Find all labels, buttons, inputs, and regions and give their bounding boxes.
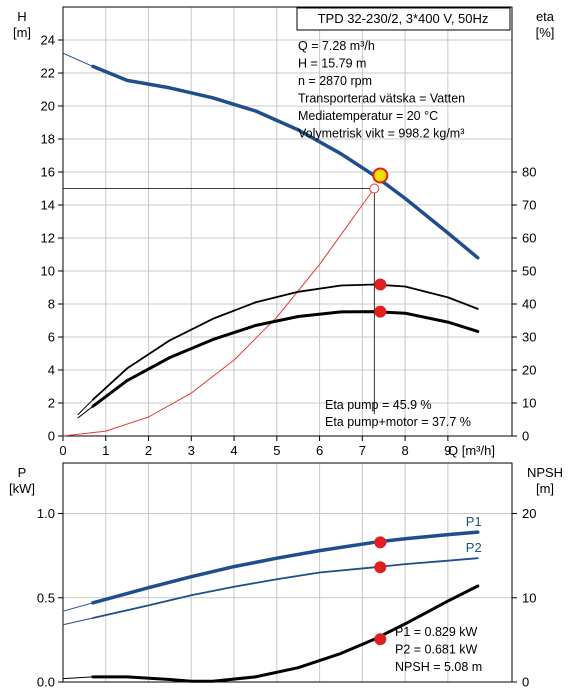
- top-x-tick-label: 8: [401, 443, 408, 458]
- series-label-p1: P1: [466, 514, 482, 529]
- top-right-tick-label: 40: [522, 297, 536, 312]
- series-eta-thin: [77, 399, 94, 416]
- top-right-tick-label: 70: [522, 198, 536, 213]
- eta-info: Eta pump = 45.9 % Eta pump+motor = 37.7 %: [325, 398, 471, 429]
- bottom-left-axis-label-line1: P: [18, 465, 27, 480]
- bottom-plot-frame: [62, 462, 513, 683]
- series-head: [91, 64, 480, 260]
- top-x-tick-label: 0: [59, 443, 66, 458]
- series-eta: [92, 283, 479, 401]
- eta-line: Eta pump = 45.9 %: [325, 398, 432, 412]
- top-left-tick-label: 14: [41, 198, 55, 213]
- series-eta-total: [91, 310, 480, 408]
- operating-info: Q = 7.28 m³/h H = 15.79 m n = 2870 rpm Tran…: [298, 39, 465, 141]
- system-point: [369, 183, 380, 194]
- info-line: Q = 7.28 m³/h: [298, 39, 375, 53]
- top-left-tick-label: 22: [41, 66, 55, 81]
- top-left-axis-label-line1: H: [17, 9, 26, 24]
- series-p1: [91, 530, 480, 605]
- power-info-line: NPSH = 5.08 m: [395, 660, 482, 674]
- top-left-tick-label: 20: [41, 99, 55, 114]
- series-p2-thin: [62, 617, 94, 626]
- top-right-tick-label: 60: [522, 231, 536, 246]
- bottom-series: P1 P2: [62, 514, 482, 683]
- top-left-tick-label: 2: [48, 396, 55, 411]
- eta-total-point: [374, 305, 387, 318]
- eta-pump-point: [374, 278, 387, 291]
- bottom-left-tick-label: 1.0: [37, 506, 55, 521]
- series-p2: [92, 557, 479, 619]
- bottom-right-axis-label-line2: [m]: [536, 481, 554, 496]
- power-npsh-chart: P1 P2 0.0 0.5 1.0 0 10 20 P [kW] NPSH [m] P1 =…: [9, 462, 563, 690]
- top-x-tick-label: 7: [359, 443, 366, 458]
- info-line: n = 2870 rpm: [298, 74, 372, 88]
- top-x-tick-label: 1: [102, 443, 109, 458]
- series-p1-thin: [62, 602, 94, 612]
- top-left-tick-label: 24: [41, 33, 55, 48]
- head-efficiency-chart: 0 1 2 3 4 5 6 7 8 9024681012141618202224010203040…: [13, 6, 555, 459]
- top-x-tick-label: 9: [444, 443, 451, 458]
- top-axes: 0 1 2 3 4 5 6 7 8 9024681012141618202224010203040…: [41, 33, 537, 459]
- eta-line: Eta pump+motor = 37.7 %: [325, 415, 471, 429]
- series-system: [62, 188, 375, 437]
- top-left-tick-label: 16: [41, 165, 55, 180]
- power-info-line: P2 = 0.681 kW: [395, 643, 478, 657]
- top-right-tick-label: 30: [522, 330, 536, 345]
- bottom-right-tick-label: 10: [522, 590, 536, 605]
- bottom-left-tick-label: 0.0: [37, 675, 55, 690]
- bottom-right-tick-label: 20: [522, 506, 536, 521]
- info-line: Transporterad vätska = Vatten: [298, 92, 465, 106]
- top-x-tick-label: 2: [145, 443, 152, 458]
- series-npsh-thin: [62, 676, 94, 680]
- top-x-tick-label: 6: [316, 443, 323, 458]
- top-x-tick-label: 4: [230, 443, 237, 458]
- info-line: H = 15.79 m: [298, 57, 366, 71]
- title-box: [296, 7, 511, 31]
- top-x-tick-label: 5: [273, 443, 280, 458]
- p1-point: [374, 536, 387, 549]
- top-left-tick-label: 12: [41, 231, 55, 246]
- npsh-point: [374, 633, 387, 646]
- top-left-tick-label: 0: [48, 429, 55, 444]
- power-info: P1 = 0.829 kW P2 = 0.681 kW NPSH = 5.08 m: [395, 625, 482, 674]
- top-plot-frame: [62, 6, 513, 437]
- head-duty-point: [372, 167, 389, 184]
- top-right-tick-label: 50: [522, 264, 536, 279]
- top-x-axis-label: Q [m³/h]: [448, 443, 495, 458]
- top-right-tick-label: 10: [522, 396, 536, 411]
- chart-title: TPD 32-230/2, 3*400 V, 50Hz: [318, 11, 489, 26]
- bottom-left-tick-label: 0.5: [37, 590, 55, 605]
- series-eta-total-thin: [77, 405, 94, 419]
- p2-point: [374, 561, 387, 574]
- series-npsh: [91, 584, 480, 683]
- top-series: [62, 52, 480, 437]
- top-left-axis-label-line2: [m]: [13, 25, 31, 40]
- top-left-tick-label: 6: [48, 330, 55, 345]
- series-label-p2: P2: [466, 540, 482, 555]
- info-line: Mediatemperatur = 20 °C: [298, 109, 438, 123]
- power-info-line: P1 = 0.829 kW: [395, 625, 478, 639]
- info-line: Volymetrisk vikt = 998.2 kg/m³: [298, 127, 464, 141]
- top-left-tick-label: 18: [41, 132, 55, 147]
- top-left-tick-label: 8: [48, 297, 55, 312]
- top-right-axis-label-line2: [%]: [536, 25, 555, 40]
- top-x-tick-label: 3: [188, 443, 195, 458]
- top-left-tick-label: 10: [41, 264, 55, 279]
- top-right-tick-label: 80: [522, 165, 536, 180]
- bottom-right-tick-label: 0: [522, 675, 529, 690]
- bottom-right-axis-label-line1: NPSH: [527, 465, 563, 480]
- bottom-axes: 0.0 0.5 1.0 0 10 20: [37, 506, 537, 689]
- top-left-tick-label: 4: [48, 363, 55, 378]
- bottom-left-axis-label-line2: [kW]: [9, 481, 35, 496]
- top-right-tick-label: 20: [522, 363, 536, 378]
- top-right-axis-label-line1: eta: [536, 9, 555, 24]
- series-head-thin: [62, 52, 94, 67]
- top-right-tick-label: 0: [522, 429, 529, 444]
